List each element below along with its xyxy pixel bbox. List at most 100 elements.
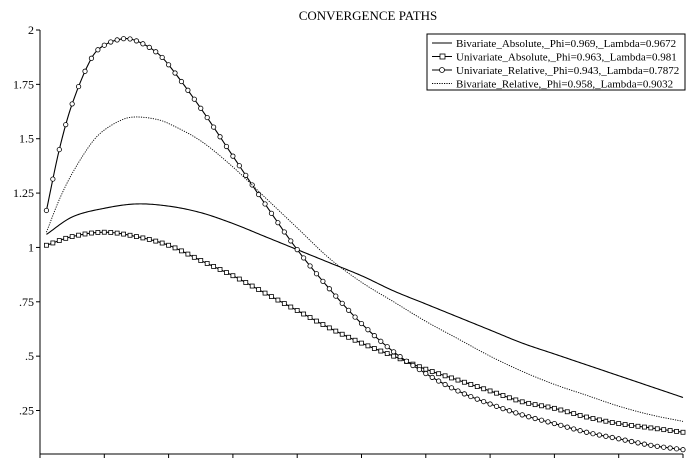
series-3-point: [551, 420, 558, 427]
series-line-3: [45, 38, 684, 451]
series-3-point: [571, 426, 577, 432]
series-2-point: [140, 235, 146, 241]
x-tick-label: 40: [291, 461, 303, 463]
series-3-point: [635, 440, 641, 446]
series-3-point: [275, 220, 281, 226]
series-2-point: [101, 229, 107, 235]
series-3-point: [403, 358, 410, 364]
series-3-point: [500, 405, 506, 412]
series-3-point: [198, 105, 204, 111]
series-2-point: [114, 230, 120, 236]
series-2-point: [642, 424, 647, 430]
series-3-point: [384, 344, 390, 350]
series-2-point: [333, 328, 339, 334]
series-2-point: [429, 369, 435, 374]
series-2-point: [134, 234, 139, 239]
series-3-point: [391, 349, 397, 355]
series-2-point: [236, 276, 242, 282]
series-3-point: [641, 441, 648, 447]
series-2-point: [159, 240, 165, 246]
series-2-point: [153, 238, 159, 244]
series-2-point: [281, 301, 287, 306]
series-3-point: [622, 437, 628, 443]
y-tick-label: .5: [25, 349, 34, 363]
x-tick-label: 90: [613, 461, 625, 463]
series-3-point: [159, 54, 165, 61]
series-line-1: [46, 203, 684, 398]
series-3-point: [397, 354, 403, 360]
series-2-point: [622, 422, 628, 427]
series-3-point: [603, 433, 609, 439]
series-2-point: [661, 427, 667, 433]
series-2-point: [275, 297, 281, 303]
series-3-point: [211, 124, 217, 130]
series-3-point: [590, 431, 596, 437]
series-3-point: [448, 385, 455, 391]
series-2-point: [680, 429, 686, 435]
series-3-point: [178, 78, 185, 85]
series-2-point: [487, 388, 493, 394]
series-2-point: [616, 421, 622, 426]
series-3-point: [146, 44, 152, 50]
series-3-point: [648, 442, 654, 448]
series-3-point: [371, 333, 377, 339]
series-2-point: [449, 375, 454, 381]
y-axis-ticks: .25 .5 .75 1 1.25 1.5 1.75 2: [13, 23, 40, 418]
series-2-point: [378, 348, 384, 354]
series-3-point: [223, 143, 230, 150]
series-3-point: [268, 210, 275, 216]
series-2-point: [146, 237, 152, 242]
y-tick-label: 1: [28, 240, 34, 254]
plot-area: [43, 36, 686, 453]
series-3-point: [230, 153, 236, 159]
series-2-point: [609, 420, 615, 425]
series-2-point: [506, 395, 512, 401]
series-2-point: [204, 261, 210, 266]
series-3-point: [538, 417, 545, 423]
series-3-point: [378, 338, 384, 344]
series-2-point: [667, 428, 673, 433]
x-tick-label: 50: [356, 461, 368, 463]
series-3-point: [185, 87, 191, 93]
series-2-point: [121, 231, 126, 237]
series-3-point: [153, 49, 159, 55]
series-3-point: [333, 293, 339, 299]
series-2-point: [513, 397, 519, 403]
series-2-point: [590, 416, 596, 421]
series-2-point: [301, 311, 307, 317]
series-3-point: [667, 445, 673, 451]
series-2-point: [468, 382, 474, 387]
series-3-point: [513, 410, 519, 416]
series-2-point: [185, 251, 191, 257]
series-3-point: [519, 412, 525, 418]
legend-label-1: Bivariate_Absolute,_Phi=0.969,_Lambda=0.…: [456, 38, 676, 50]
series-2-point: [558, 407, 564, 413]
series-2-point: [603, 418, 609, 424]
series-3-point: [326, 286, 332, 292]
series-3-point: [262, 201, 268, 207]
series-2-point: [532, 402, 538, 408]
series-3-point: [416, 366, 422, 373]
legend-label-4: Bivariate_Relative,_Phi=0.958,_Lambda=0.…: [456, 79, 673, 91]
legend-label-2: Univariate_Absolute,_Phi=0.963,_Lambda=0…: [456, 52, 677, 64]
series-3-point: [487, 401, 493, 407]
series-3-point: [436, 378, 442, 384]
series-2-point: [95, 230, 101, 235]
series-3-point: [50, 176, 56, 182]
series-2-point: [571, 411, 577, 417]
y-tick-label: 1.25: [13, 186, 34, 200]
series-2-point: [359, 340, 364, 346]
series-3-point: [423, 370, 429, 377]
series-2-point: [76, 232, 81, 238]
series-3-point: [583, 429, 590, 435]
series-3-point: [236, 163, 242, 169]
x-tick-label: 20: [163, 461, 175, 463]
series-2-point: [224, 270, 229, 275]
series-3-point: [56, 146, 62, 153]
series-2-point: [262, 290, 268, 296]
x-tick-label: 60: [420, 461, 432, 463]
series-3-point: [616, 436, 622, 442]
x-tick-label: 30: [227, 461, 239, 463]
series-3-point: [127, 36, 133, 42]
